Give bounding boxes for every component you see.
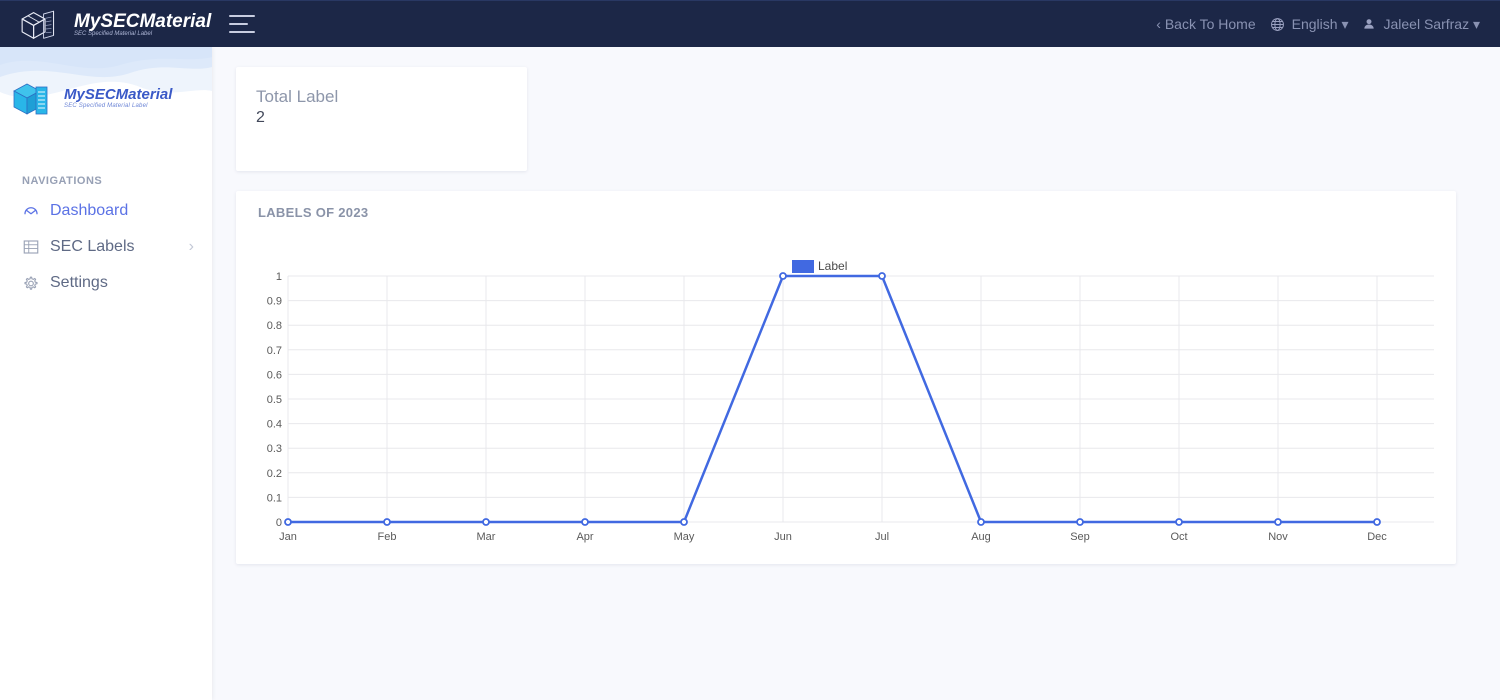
svg-text:Nov: Nov (1268, 531, 1288, 543)
svg-text:Jun: Jun (774, 531, 792, 543)
svg-text:Oct: Oct (1170, 531, 1187, 543)
svg-text:Apr: Apr (576, 531, 593, 543)
svg-text:0.4: 0.4 (267, 419, 282, 431)
svg-text:0.5: 0.5 (267, 394, 282, 406)
svg-text:May: May (674, 531, 695, 543)
svg-text:0.9: 0.9 (267, 296, 282, 308)
svg-text:Sep: Sep (1070, 531, 1090, 543)
svg-text:1: 1 (276, 271, 282, 283)
svg-text:0.2: 0.2 (267, 468, 282, 480)
svg-text:Jul: Jul (875, 531, 889, 543)
svg-text:0.8: 0.8 (267, 320, 282, 332)
svg-text:Jan: Jan (279, 531, 297, 543)
svg-text:Label: Label (818, 259, 847, 273)
svg-text:0.6: 0.6 (267, 369, 282, 381)
svg-text:0: 0 (276, 517, 282, 529)
svg-text:Dec: Dec (1367, 531, 1387, 543)
svg-text:0.7: 0.7 (267, 345, 282, 357)
svg-text:Aug: Aug (971, 531, 991, 543)
svg-text:Feb: Feb (378, 531, 397, 543)
svg-text:0.1: 0.1 (267, 492, 282, 504)
svg-text:Mar: Mar (477, 531, 496, 543)
svg-text:0.3: 0.3 (267, 443, 282, 455)
